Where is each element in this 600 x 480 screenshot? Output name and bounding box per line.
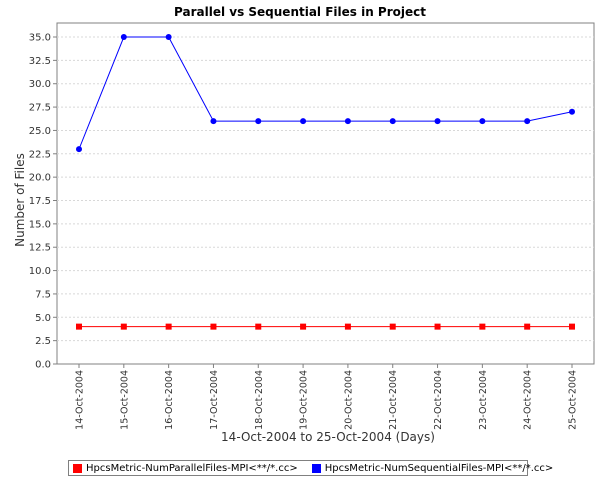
x-tick-label: 17-Oct-2004	[209, 370, 220, 430]
x-tick-label: 21-Oct-2004	[388, 370, 399, 430]
x-tick-label: 14-Oct-2004	[75, 370, 86, 430]
x-tick-label: 16-Oct-2004	[164, 370, 175, 430]
y-tick-label: 35.0	[29, 33, 51, 44]
data-point	[344, 323, 351, 330]
legend-swatch-sequential	[311, 463, 321, 473]
data-point	[344, 118, 351, 125]
y-tick-label: 2.5	[35, 336, 51, 347]
data-point	[76, 323, 82, 330]
plot-area: 0.0 2.5 5.0 7.5 10.0 12.5 15.0 17.5 20.0 22.5 25.0…	[29, 22, 595, 430]
data-point	[389, 323, 396, 330]
data-point	[165, 323, 172, 330]
data-point	[165, 34, 172, 41]
x-tick-label: 23-Oct-2004	[478, 370, 489, 430]
data-point	[434, 323, 441, 330]
data-point	[300, 323, 307, 330]
legend-swatch-parallel	[73, 463, 82, 473]
data-point	[524, 323, 531, 330]
data-point	[120, 34, 127, 41]
y-tick-label: 5.0	[35, 313, 51, 324]
data-point	[389, 118, 396, 125]
x-tick-label: 24-Oct-2004	[523, 370, 534, 430]
x-axis-label: 14-Oct-2004 to 25-Oct-2004 (Days)	[221, 430, 435, 444]
x-tick-label: 19-Oct-2004	[299, 370, 310, 430]
data-point	[120, 323, 127, 330]
data-point	[434, 118, 441, 125]
y-tick-label: 7.5	[35, 289, 51, 300]
chart-title: Parallel vs Sequential Files in Project	[174, 5, 426, 19]
y-tick-label: 17.5	[29, 196, 51, 207]
data-point	[255, 323, 262, 330]
y-tick-label: 10.0	[29, 266, 51, 277]
y-tick-label: 20.0	[29, 173, 51, 184]
x-tick-label: 22-Oct-2004	[433, 370, 444, 430]
data-point	[210, 118, 217, 125]
y-tick-label: 32.5	[29, 56, 51, 67]
y-tick-label: 12.5	[29, 243, 51, 254]
data-point	[479, 323, 486, 330]
data-point	[479, 118, 486, 125]
data-point	[255, 118, 262, 125]
legend-label-sequential: HpcsMetric-NumSequentialFiles-MPI<**/*.c…	[324, 462, 554, 474]
data-point	[210, 323, 217, 330]
data-point	[524, 118, 531, 125]
y-tick-label: 0.0	[35, 360, 51, 371]
y-tick-label: 25.0	[29, 126, 51, 137]
x-tick-label: 25-Oct-2004	[568, 370, 579, 430]
y-tick-label: 15.0	[29, 219, 51, 230]
data-point	[76, 146, 82, 153]
series-line-1	[78, 36, 573, 150]
y-tick-label: 27.5	[29, 103, 51, 114]
data-point	[569, 108, 575, 115]
x-tick-label: 18-Oct-2004	[254, 370, 265, 430]
legend-item-parallel: HpcsMetric-NumParallelFiles-MPI<**/*.cc>	[73, 463, 298, 474]
y-tick-label: 22.5	[29, 149, 51, 160]
legend: HpcsMetric-NumParallelFiles-MPI<**/*.cc>…	[68, 460, 553, 476]
legend-label-parallel: HpcsMetric-NumParallelFiles-MPI<**/*.cc>	[86, 462, 298, 474]
plot-background	[56, 22, 595, 365]
y-tick-label: 30.0	[29, 79, 51, 90]
x-tick-label: 15-Oct-2004	[119, 370, 130, 430]
data-point	[300, 118, 307, 125]
x-tick-label: 20-Oct-2004	[343, 370, 354, 430]
data-point	[569, 323, 575, 330]
legend-item-sequential: HpcsMetric-NumSequentialFiles-MPI<**/*.c…	[311, 462, 554, 474]
